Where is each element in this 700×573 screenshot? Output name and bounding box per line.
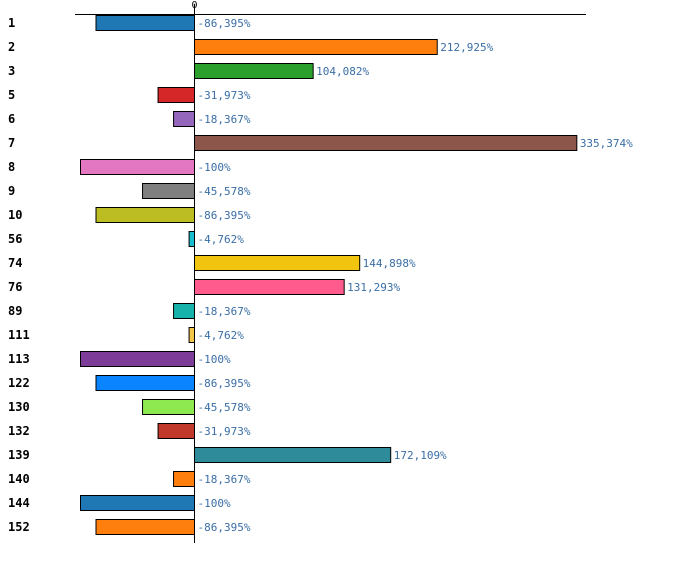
category-label: 144 <box>8 496 30 510</box>
category-label: 122 <box>8 376 30 390</box>
bar-144 <box>80 495 195 511</box>
bar-76 <box>194 279 345 295</box>
bar-132 <box>157 423 195 439</box>
category-label: 132 <box>8 424 30 438</box>
bar-111 <box>188 327 195 343</box>
category-label: 111 <box>8 328 30 342</box>
category-label: 1 <box>8 16 15 30</box>
value-label: -86,395% <box>198 209 251 222</box>
category-label: 6 <box>8 112 15 126</box>
value-label: -86,395% <box>198 377 251 390</box>
category-label: 140 <box>8 472 30 486</box>
value-label: 212,925% <box>440 41 493 54</box>
bar-2 <box>194 39 438 55</box>
bar-10 <box>95 207 195 223</box>
value-label: 335,374% <box>580 137 633 150</box>
category-label: 139 <box>8 448 30 462</box>
value-label: -18,367% <box>198 305 251 318</box>
category-label: 3 <box>8 64 15 78</box>
value-label: 172,109% <box>394 449 447 462</box>
value-label: -18,367% <box>198 473 251 486</box>
bar-9 <box>142 183 195 199</box>
value-label: 144,898% <box>363 257 416 270</box>
bar-8 <box>80 159 195 175</box>
value-label: -31,973% <box>198 425 251 438</box>
value-label: -100% <box>198 161 231 174</box>
value-label: -4,762% <box>198 329 245 342</box>
category-label: 89 <box>8 304 22 318</box>
category-label: 130 <box>8 400 30 414</box>
bar-6 <box>173 111 195 127</box>
bar-122 <box>95 375 195 391</box>
category-label: 56 <box>8 232 22 246</box>
value-label: -86,395% <box>198 521 251 534</box>
bar-130 <box>142 399 195 415</box>
value-label: -45,578% <box>198 401 251 414</box>
value-label: 104,082% <box>316 65 369 78</box>
category-label: 2 <box>8 40 15 54</box>
category-label: 76 <box>8 280 22 294</box>
bar-139 <box>194 447 392 463</box>
value-label: -86,395% <box>198 17 251 30</box>
value-label: -4,762% <box>198 233 245 246</box>
bar-74 <box>194 255 361 271</box>
bar-89 <box>173 303 195 319</box>
category-label: 74 <box>8 256 22 270</box>
value-label: -31,973% <box>198 89 251 102</box>
bar-140 <box>173 471 195 487</box>
bar-3 <box>194 63 314 79</box>
value-label: -45,578% <box>198 185 251 198</box>
bar-152 <box>95 519 195 535</box>
bar-1 <box>95 15 195 31</box>
category-label: 8 <box>8 160 15 174</box>
value-label: -18,367% <box>198 113 251 126</box>
category-label: 5 <box>8 88 15 102</box>
bar-5 <box>157 87 195 103</box>
bar-56 <box>188 231 195 247</box>
value-label: 131,293% <box>347 281 400 294</box>
category-label: 10 <box>8 208 22 222</box>
category-label: 9 <box>8 184 15 198</box>
bar-7 <box>194 135 578 151</box>
category-label: 7 <box>8 136 15 150</box>
value-label: -100% <box>198 353 231 366</box>
category-label: 113 <box>8 352 30 366</box>
value-label: -100% <box>198 497 231 510</box>
bar-113 <box>80 351 195 367</box>
category-label: 152 <box>8 520 30 534</box>
